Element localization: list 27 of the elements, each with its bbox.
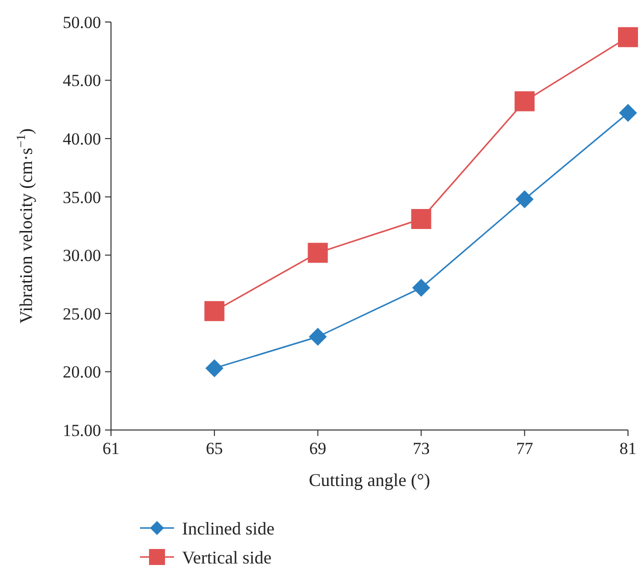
x-axis-title: Cutting angle (°)	[308, 470, 430, 490]
x-tick-label: 65	[206, 439, 223, 458]
x-tick-label: 73	[412, 439, 430, 458]
y-tick-label: 25.00	[62, 304, 101, 324]
legend-label: Inclined side	[182, 518, 274, 538]
x-tick-label: 61	[102, 439, 120, 458]
point	[516, 190, 534, 208]
y-tick-label: 35.00	[62, 188, 101, 207]
point	[308, 328, 327, 346]
point	[514, 91, 535, 112]
point	[618, 27, 638, 48]
y-tick-label: 45.00	[62, 71, 101, 90]
point	[411, 209, 432, 230]
y-tick-label: 20.00	[62, 362, 101, 382]
x-tick-label: 81	[620, 439, 636, 458]
point	[619, 104, 637, 122]
legend-label: Vertical side	[182, 547, 272, 568]
point	[205, 359, 224, 378]
y-tick-label: 30.00	[62, 246, 101, 266]
y-tick-label: 40.00	[62, 130, 101, 149]
x-tick-label: 77	[516, 439, 534, 458]
y-tick-label: 50.00	[62, 12, 101, 32]
x-tick-label: 69	[309, 439, 326, 458]
y-tick-label: 15.00	[62, 420, 101, 440]
point	[204, 301, 224, 322]
point	[308, 242, 328, 263]
point	[412, 278, 430, 297]
